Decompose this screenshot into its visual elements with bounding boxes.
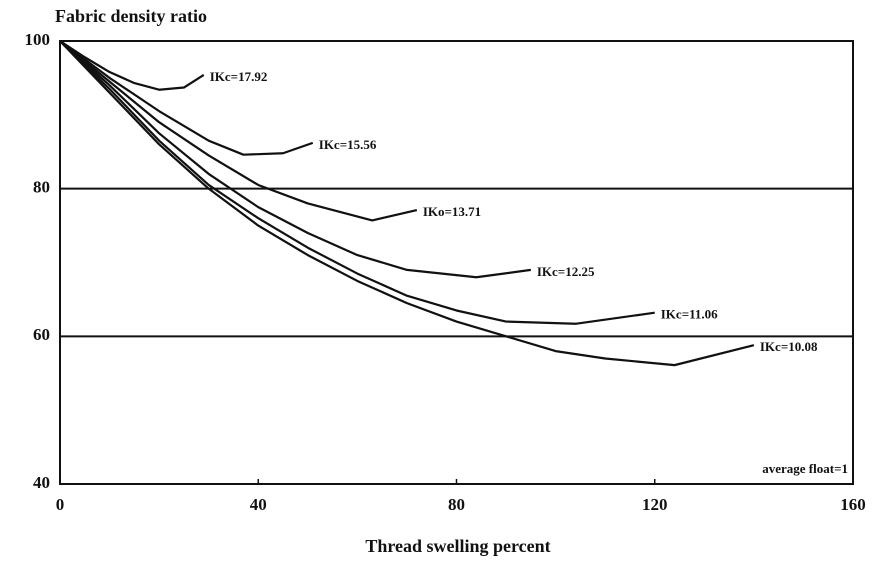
series-label: IKc=10.08	[760, 339, 818, 354]
series-label: IKc=17.92	[210, 69, 268, 84]
series-label: IKc=12.25	[537, 264, 595, 279]
y-tick-label: 100	[25, 30, 51, 49]
series-line	[59, 40, 205, 91]
x-tick-label: 80	[448, 495, 465, 514]
series-line	[59, 40, 755, 367]
series-label: IKc=15.56	[319, 137, 377, 152]
series-line	[59, 40, 531, 279]
y-tick-label: 40	[33, 473, 50, 492]
annotation: average float=1	[762, 461, 848, 476]
series-line	[59, 40, 418, 222]
series-line	[59, 40, 314, 156]
x-tick-label: 160	[840, 495, 866, 514]
plot-frame	[59, 40, 854, 485]
chart-title: Fabric density ratio	[55, 6, 207, 26]
x-tick-label: 0	[56, 495, 65, 514]
y-tick-label: 80	[33, 178, 50, 197]
x-tick-label: 120	[642, 495, 668, 514]
y-tick-label: 60	[33, 325, 50, 344]
x-axis-label: Thread swelling percent	[365, 536, 550, 556]
series-label: IKc=11.06	[661, 307, 718, 322]
series-label: IKo=13.71	[423, 204, 481, 219]
series-line	[59, 40, 655, 325]
x-tick-label: 40	[250, 495, 267, 514]
